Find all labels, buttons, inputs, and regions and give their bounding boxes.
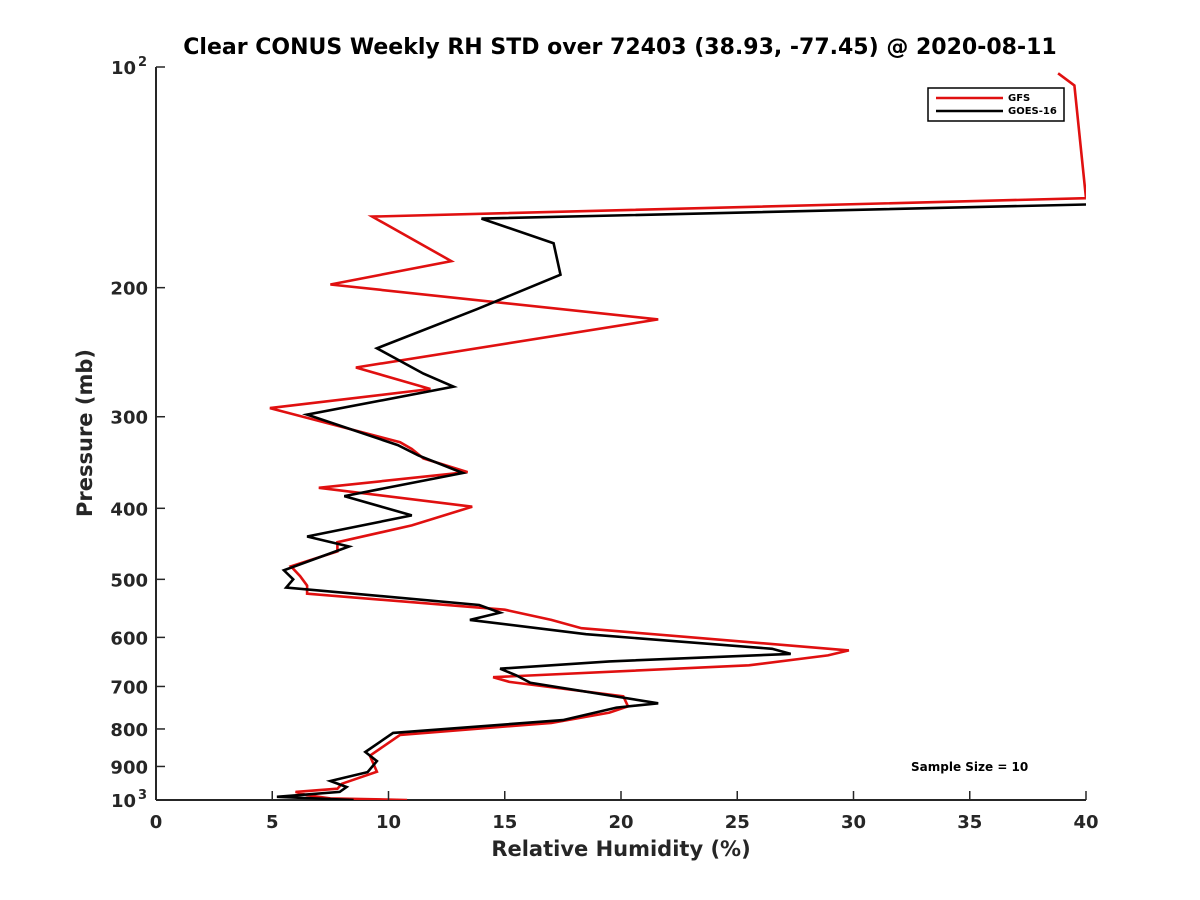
y-tick-label: 500 [110,570,148,591]
x-tick-label: 5 [266,812,279,833]
legend: GFS GOES-16 [927,87,1065,122]
sample-size-annotation: Sample Size = 10 [911,760,1028,774]
y-tick-label: 800 [110,720,148,741]
y-tick-label: 600 [110,628,148,649]
x-tick-label: 25 [725,812,750,833]
x-tick-label: 20 [608,812,633,833]
y-tick-label: 700 [110,677,148,698]
plot-area [155,67,1086,801]
y-tick-label: 200 [110,279,148,300]
legend-box [927,87,1065,122]
x-tick-label: 35 [957,812,982,833]
series-line-goes16 [276,203,1086,800]
y-tick-label: 10 [111,58,136,79]
y-tick-label: 300 [110,408,148,429]
x-axis-ticks: 0 5 10 15 20 25 30 35 40 [150,791,1099,833]
y-tick-label: 10 [111,791,136,812]
x-axis-label: Relative Humidity (%) [491,837,750,861]
y-tick-exponent: 3 [138,788,147,803]
y-tick-exponent: 2 [138,55,147,70]
x-tick-label: 15 [492,812,517,833]
y-axis-label: Pressure (mb) [73,349,97,517]
y-tick-label: 400 [110,499,148,520]
y-tick-label: 900 [110,757,148,778]
series-layer [269,72,1086,800]
legend-label-goes16: GOES-16 [1008,106,1057,117]
plot-background [156,67,1086,800]
chart-title: Clear CONUS Weekly RH STD over 72403 (38… [183,35,1056,60]
legend-label-gfs: GFS [1008,93,1030,104]
x-tick-label: 0 [150,812,163,833]
x-tick-label: 30 [841,812,866,833]
x-tick-label: 40 [1073,812,1098,833]
x-tick-label: 10 [376,812,401,833]
